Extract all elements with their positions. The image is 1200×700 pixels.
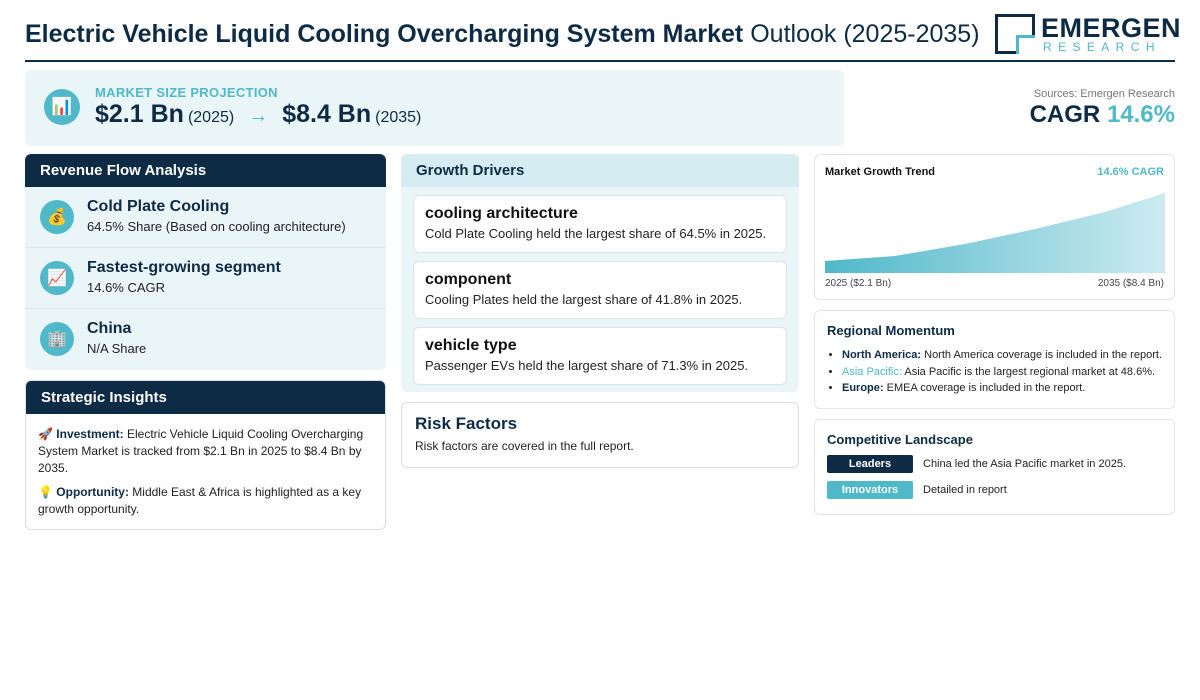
- investment-label: Investment:: [56, 427, 124, 441]
- regional-list: North America: North America coverage is…: [827, 347, 1162, 397]
- cagr-headline: CAGR 14.6%: [1030, 101, 1175, 129]
- opportunity-insight: 💡 Opportunity: Middle East & Africa is h…: [38, 484, 373, 518]
- competitive-landscape-heading: Competitive Landscape: [827, 432, 973, 447]
- driver-card: component Cooling Plates held the larges…: [413, 261, 787, 319]
- region-text: EMEA coverage is included in the report.: [886, 382, 1086, 394]
- driver-title: component: [425, 271, 512, 288]
- region-name: Europe:: [842, 382, 884, 394]
- revenue-item-sub: 64.5% Share (Based on cooling architectu…: [87, 219, 346, 234]
- region-text: Asia Pacific is the largest regional mar…: [904, 365, 1156, 378]
- arrow-right-icon: →: [248, 105, 269, 127]
- risk-factors-panel: Risk Factors Risk factors are covered in…: [401, 402, 799, 468]
- driver-title: vehicle type: [425, 337, 517, 354]
- market-growth-trend-card: Market Growth Trend 14.6% CAGR 2025 ($2.…: [814, 154, 1175, 300]
- growth-area-chart: [825, 193, 1165, 273]
- region-name: Asia Pacific:: [842, 365, 902, 378]
- trend-chart-icon: 📈: [40, 261, 74, 295]
- competitive-landscape-panel: Competitive Landscape Leaders China led …: [814, 419, 1175, 515]
- competitive-row: Leaders China led the Asia Pacific marke…: [827, 455, 1162, 473]
- projection-start-value: $2.1 Bn: [95, 100, 184, 128]
- cagr-label: CAGR: [1029, 101, 1101, 128]
- lightbulb-icon: 💡: [38, 485, 53, 499]
- revenue-item: 💰 Cold Plate Cooling 64.5% Share (Based …: [25, 187, 386, 248]
- page-title-bold: Electric Vehicle Liquid Cooling Overchar…: [25, 20, 744, 48]
- trend-title: Market Growth Trend: [825, 166, 936, 178]
- strategic-insights-heading: Strategic Insights: [26, 381, 385, 414]
- cagr-value: 14.6%: [1106, 101, 1175, 128]
- revenue-item-title: Cold Plate Cooling: [87, 198, 230, 215]
- left-column: Revenue Flow Analysis 💰 Cold Plate Cooli…: [25, 154, 386, 530]
- logo-mark-icon: [995, 14, 1035, 54]
- projection-label: MARKET SIZE PROJECTION: [95, 85, 278, 100]
- trend-start-label: 2025 ($2.1 Bn): [825, 278, 892, 289]
- cagr-summary: Sources: Emergen Research CAGR 14.6%: [1030, 88, 1175, 129]
- revenue-flow-heading: Revenue Flow Analysis: [25, 154, 386, 187]
- middle-column: Growth Drivers cooling architecture Cold…: [401, 154, 799, 468]
- projection-end-year: (2035): [375, 109, 422, 126]
- projection-end-value: $8.4 Bn: [282, 100, 372, 128]
- list-item: Asia Pacific: Asia Pacific is the larges…: [842, 364, 1162, 381]
- revenue-item-title: Fastest-growing segment: [87, 259, 281, 276]
- trend-cagr: 14.6% CAGR: [1097, 166, 1164, 178]
- trend-end-label: 2035 ($8.4 Bn): [1097, 278, 1164, 289]
- opportunity-text: Middle East & Africa is highlighted as a…: [38, 485, 362, 516]
- competitive-text: Detailed in report: [923, 484, 1007, 496]
- revenue-item: 🏢 China N/A Share: [25, 309, 386, 370]
- market-size-projection: 📊 MARKET SIZE PROJECTION $2.1 Bn (2025) → $…: [25, 70, 844, 146]
- investment-insight: 🚀 Investment: Electric Vehicle Liquid Co…: [38, 426, 373, 477]
- money-bag-icon: 💰: [40, 200, 74, 234]
- regional-momentum-heading: Regional Momentum: [827, 323, 955, 338]
- innovators-badge: Innovators: [827, 481, 913, 499]
- list-item: North America: North America coverage is…: [842, 347, 1162, 364]
- projection-values: $2.1 Bn (2025) → $8.4 Bn (2035): [95, 100, 421, 129]
- driver-title: cooling architecture: [425, 205, 578, 222]
- building-icon: 🏢: [40, 322, 74, 356]
- risk-factors-heading: Risk Factors: [415, 414, 518, 433]
- driver-card: cooling architecture Cold Plate Cooling …: [413, 195, 787, 253]
- strategic-insights-panel: Strategic Insights 🚀 Investment: Electri…: [25, 380, 386, 530]
- growth-drivers-heading: Growth Drivers: [401, 154, 799, 187]
- opportunity-label: Opportunity:: [56, 485, 129, 499]
- revenue-item-sub: N/A Share: [87, 341, 147, 356]
- rocket-icon: 🚀: [38, 427, 53, 441]
- revenue-item-sub: 14.6% CAGR: [87, 280, 166, 295]
- projection-start-year: (2025): [187, 109, 235, 126]
- growth-drivers-panel: Growth Drivers cooling architecture Cold…: [401, 154, 799, 392]
- driver-text: Cooling Plates held the largest share of…: [425, 292, 743, 307]
- competitive-text: China led the Asia Pacific market in 202…: [923, 458, 1127, 470]
- page-header: Electric Vehicle Liquid Cooling Overchar…: [25, 14, 1181, 62]
- page-title-rest: Outlook (2025-2035): [750, 20, 980, 48]
- sources-text: Sources: Emergen Research: [1033, 88, 1175, 100]
- logo-sub-text: RESEARCH: [1043, 40, 1161, 54]
- competitive-row: Innovators Detailed in report: [827, 481, 1162, 499]
- revenue-item: 📈 Fastest-growing segment 14.6% CAGR: [25, 248, 386, 309]
- investment-text: Electric Vehicle Liquid Cooling Overchar…: [38, 427, 364, 475]
- strategic-insights-body: 🚀 Investment: Electric Vehicle Liquid Co…: [26, 414, 385, 518]
- risk-factors-text: Risk factors are covered in the full rep…: [415, 439, 634, 453]
- revenue-item-title: China: [87, 320, 132, 337]
- list-item: Europe: EMEA coverage is included in the…: [842, 380, 1162, 397]
- regional-momentum-panel: Regional Momentum North America: North A…: [814, 310, 1175, 409]
- driver-text: Cold Plate Cooling held the largest shar…: [425, 226, 767, 241]
- revenue-flow-panel: Revenue Flow Analysis 💰 Cold Plate Cooli…: [25, 154, 386, 370]
- emergen-logo: EMERGEN RESEARCH: [995, 14, 1181, 56]
- growth-area-shape: [825, 193, 1165, 273]
- region-name: North America:: [842, 349, 922, 361]
- region-text: North America coverage is included in th…: [924, 349, 1162, 361]
- driver-card: vehicle type Passenger EVs held the larg…: [413, 327, 787, 385]
- driver-text: Passenger EVs held the largest share of …: [425, 358, 749, 373]
- page-title: Electric Vehicle Liquid Cooling Overchar…: [25, 20, 980, 49]
- bar-chart-icon: 📊: [44, 89, 80, 125]
- leaders-badge: Leaders: [827, 455, 913, 473]
- right-column: Market Growth Trend 14.6% CAGR 2025 ($2.…: [814, 154, 1175, 515]
- logo-main-text: EMERGEN: [1041, 13, 1182, 43]
